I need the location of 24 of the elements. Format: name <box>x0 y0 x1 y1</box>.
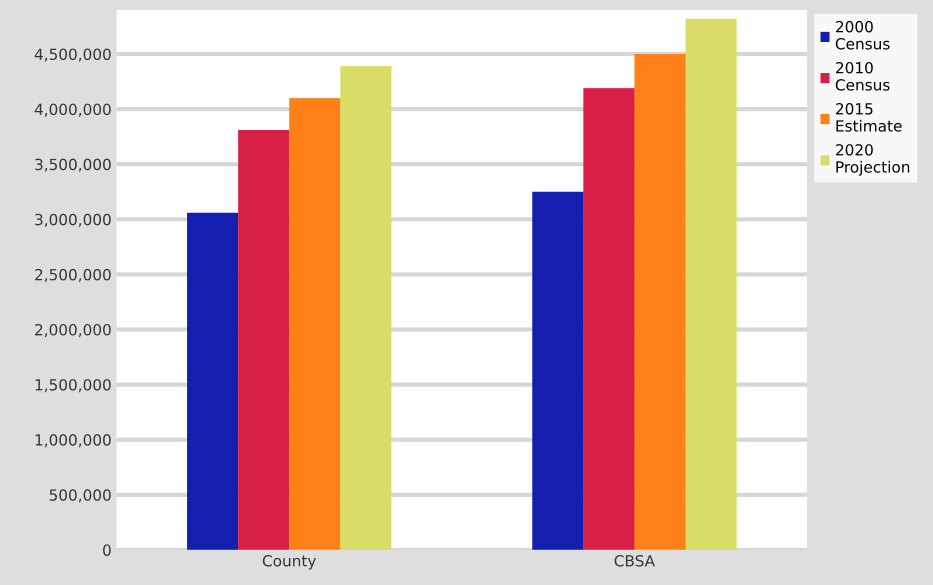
bar <box>238 130 290 550</box>
x-tick-label: County <box>262 555 316 570</box>
bar <box>532 192 584 550</box>
y-tick-label: 3,000,000 <box>35 214 111 227</box>
bar <box>634 54 686 550</box>
bar <box>583 88 634 550</box>
bar <box>686 18 737 550</box>
y-tick-label: 500,000 <box>50 489 111 502</box>
y-tick-label: 2,000,000 <box>35 324 111 338</box>
y-tick-label: 1,500,000 <box>36 379 111 392</box>
y-tick-label: 4,000,000 <box>34 104 111 117</box>
bar <box>340 66 392 550</box>
y-tick-label: 4,500,000 <box>34 48 111 62</box>
x-tick-label: CBSA <box>614 555 655 567</box>
legend-label: 2015 Estimate <box>836 103 902 132</box>
bar <box>289 98 340 550</box>
y-tick-label: 2,500,000 <box>35 268 111 282</box>
bar <box>187 212 238 550</box>
legend-label: 2010 Census <box>836 62 890 91</box>
legend-label: 2000 Census <box>836 20 890 50</box>
y-tick-label: 3,500,000 <box>35 158 111 172</box>
legend-label: 2020 Projection <box>836 144 910 176</box>
y-tick-label: 1,000,000 <box>36 434 111 448</box>
y-tick-label: 0 <box>103 544 111 556</box>
